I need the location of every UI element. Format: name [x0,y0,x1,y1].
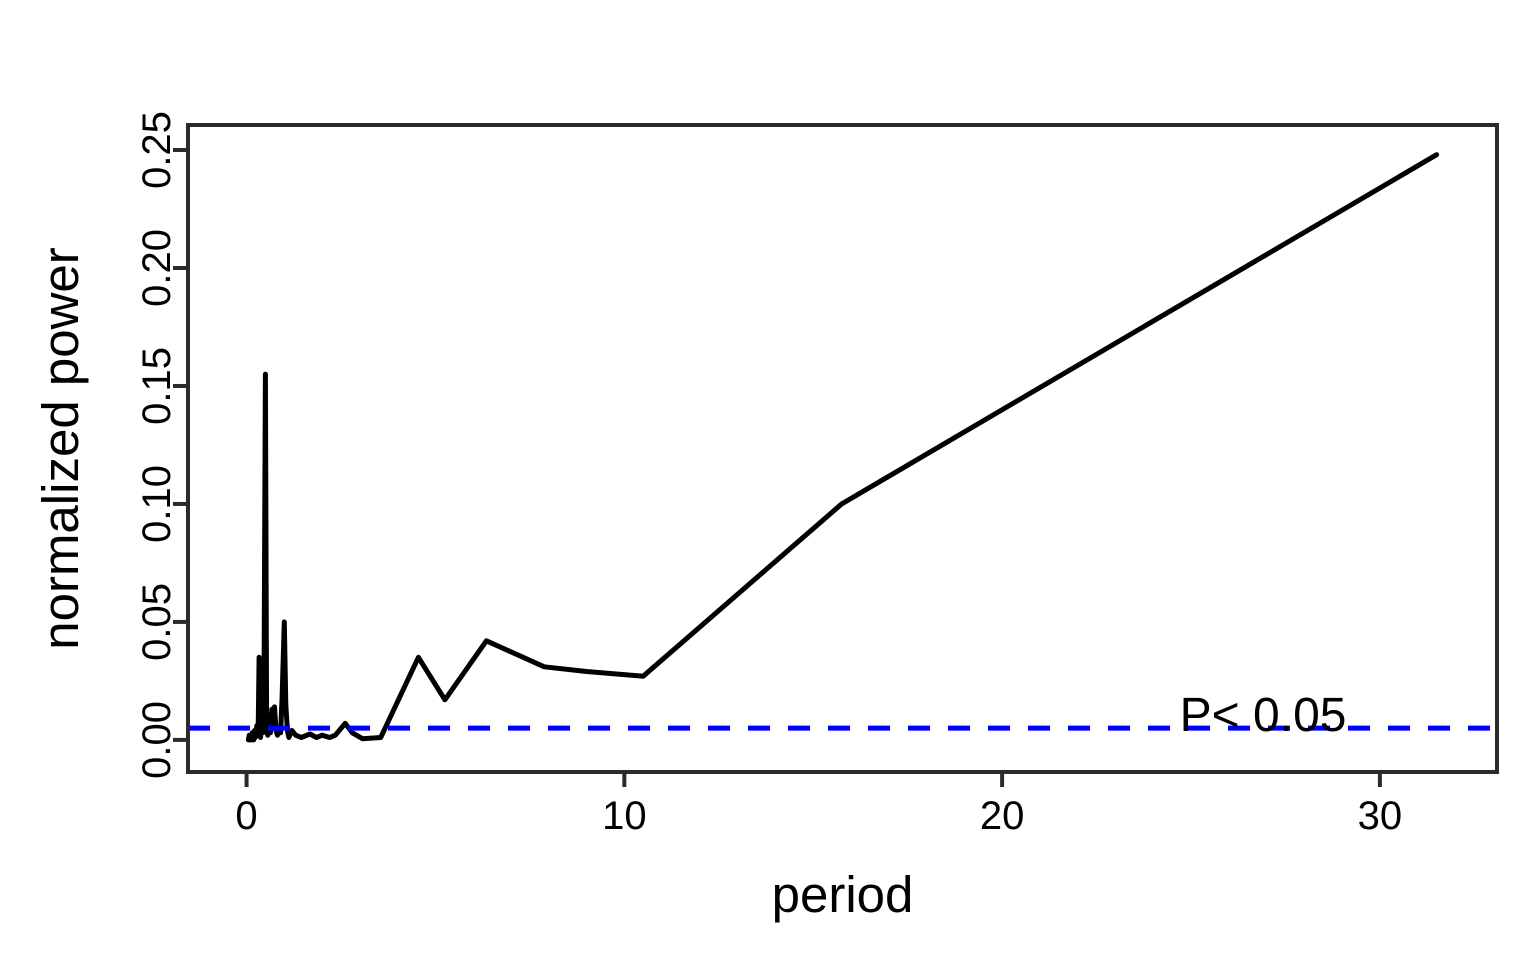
y-tick-label: 0.10 [135,465,179,543]
x-tick-label: 20 [980,794,1025,838]
x-axis-ticks: 0 10 20 30 [235,772,1402,838]
y-tick-label: 0.25 [135,111,179,189]
y-tick-label: 0.00 [135,701,179,779]
x-tick-label: 10 [602,794,647,838]
x-tick-label: 30 [1358,794,1403,838]
y-tick-label: 0.20 [135,229,179,307]
plot-frame [186,123,1499,774]
significance-label: P< 0.05 [1180,689,1347,742]
x-axis-label: period [772,866,914,923]
power-spectrum-line [245,152,1440,743]
y-axis-ticks: 0.00 0.05 0.10 0.15 0.20 0.25 [135,111,188,779]
y-tick-label: 0.15 [135,347,179,425]
x-tick-label: 0 [235,794,257,838]
y-tick-label: 0.05 [135,583,179,661]
y-axis-label: normalized power [32,247,89,650]
